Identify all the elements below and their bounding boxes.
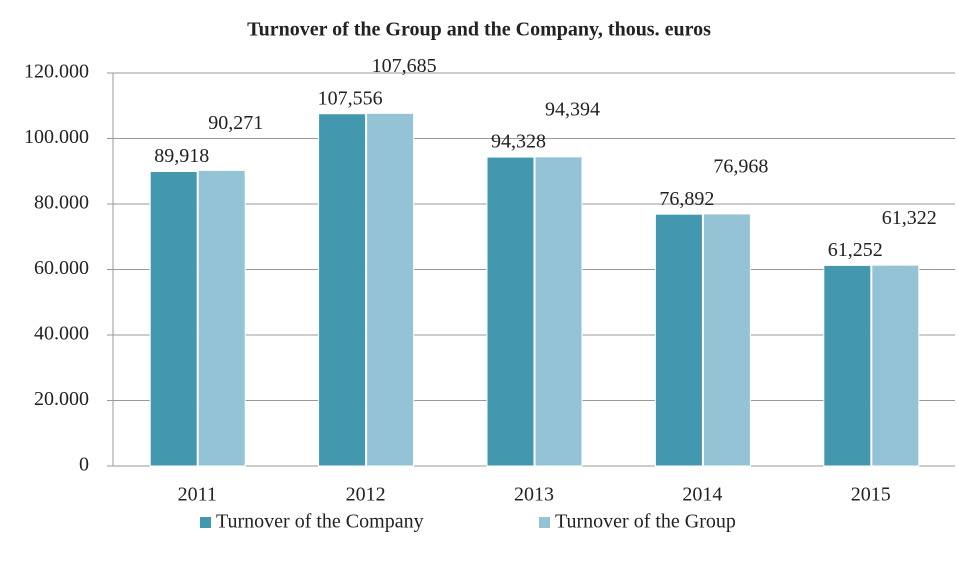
x-tick-label: 2014: [682, 484, 722, 506]
y-tick-label: 20.000: [34, 388, 89, 410]
legend-swatch: [539, 517, 550, 528]
x-tick-label: 2013: [514, 484, 554, 506]
legend-label: Turnover of the Group: [555, 511, 736, 533]
data-label: 94,328: [491, 131, 546, 153]
x-tick-label: 2011: [178, 484, 217, 506]
bar: [318, 113, 367, 467]
data-label: 89,918: [154, 145, 209, 167]
data-label: 61,252: [828, 239, 883, 261]
bar: [534, 156, 583, 467]
data-label: 61,322: [882, 207, 937, 229]
data-label: 90,271: [208, 112, 263, 134]
y-tick-label: 80.000: [34, 192, 89, 214]
x-tick-label: 2015: [851, 484, 891, 506]
bar: [149, 171, 198, 467]
x-tick-label: 2012: [346, 484, 386, 506]
y-tick-label: 60.000: [34, 257, 89, 279]
bar: [197, 169, 246, 467]
bar: [486, 156, 535, 467]
y-tick-label: 100.000: [24, 126, 89, 148]
legend-swatch: [200, 517, 211, 528]
bar: [823, 264, 872, 467]
data-label: 107,556: [318, 87, 383, 109]
data-label: 94,394: [545, 98, 600, 120]
y-tick-label: 40.000: [34, 323, 89, 345]
data-label: 107,685: [372, 55, 437, 77]
data-label: 76,892: [659, 188, 714, 210]
y-tick-label: 0: [79, 454, 89, 476]
data-label: 76,968: [713, 156, 768, 178]
chart-title: Turnover of the Group and the Company, t…: [247, 19, 711, 41]
bar: [871, 264, 920, 467]
y-tick-label: 120.000: [24, 61, 89, 83]
bar: [366, 112, 415, 467]
bar: [654, 213, 703, 467]
legend-label: Turnover of the Company: [216, 511, 424, 533]
bar: [702, 213, 751, 467]
